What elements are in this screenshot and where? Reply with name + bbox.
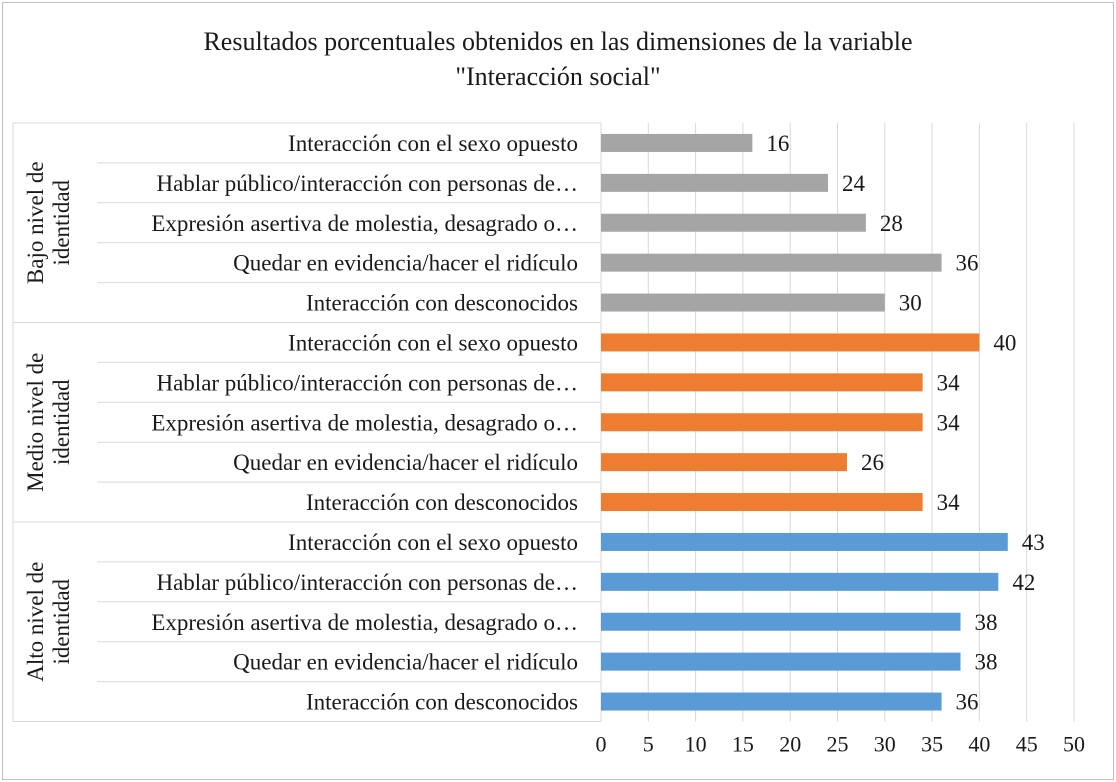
category-label: Expresión asertiva de molestia, desagrad…	[151, 410, 578, 435]
data-label: 34	[937, 370, 961, 395]
category-label: Interacción con el sexo opuesto	[288, 530, 578, 555]
data-label: 16	[766, 131, 789, 156]
bar	[601, 652, 961, 671]
bar	[601, 532, 1008, 551]
data-label: 42	[1012, 570, 1035, 595]
data-label: 43	[1022, 530, 1045, 555]
bar	[601, 453, 847, 472]
x-tick-label: 40	[968, 732, 990, 757]
category-label: Interacción con desconocidos	[306, 690, 578, 715]
group-label-line: identidad	[49, 578, 74, 664]
bar	[601, 333, 980, 352]
x-tick-label: 10	[685, 732, 707, 757]
x-tick-label: 30	[874, 732, 896, 757]
category-label: Quedar en evidencia/hacer el ridículo	[233, 650, 578, 675]
data-label: 28	[880, 211, 903, 236]
x-tick-label: 25	[827, 732, 849, 757]
x-tick-label: 5	[643, 732, 654, 757]
x-tick-label: 0	[596, 732, 607, 757]
bar	[601, 213, 866, 232]
data-label: 38	[974, 610, 997, 635]
group-label: Bajo nivel deidentidad	[23, 161, 74, 284]
bar	[601, 612, 961, 631]
category-label: Quedar en evidencia/hacer el ridículo	[233, 251, 578, 276]
category-label: Expresión asertiva de molestia, desagrad…	[151, 211, 578, 236]
bar	[601, 413, 923, 432]
x-tick-label: 20	[779, 732, 801, 757]
group-label: Alto nivel deidentidad	[23, 562, 74, 682]
group-label-line: identidad	[49, 379, 74, 465]
group-label-line: Alto nivel de	[23, 562, 48, 682]
category-label: Hablar público/interacción con personas …	[156, 171, 578, 196]
category-label: Interacción con el sexo opuesto	[288, 131, 578, 156]
category-axis-lines	[12, 122, 601, 722]
data-label: 38	[974, 650, 997, 675]
data-label: 24	[842, 171, 866, 196]
data-label: 34	[937, 410, 961, 435]
bars	[601, 133, 1008, 711]
x-tick-label: 50	[1063, 732, 1085, 757]
bar	[601, 692, 942, 711]
category-label: Hablar público/interacción con personas …	[156, 570, 578, 595]
bar	[601, 253, 942, 272]
bar	[601, 173, 829, 192]
group-label: Medio nivel deidentidad	[23, 353, 74, 492]
chart-title-line-2: "Interacción social"	[455, 62, 660, 91]
data-label: 26	[861, 450, 884, 475]
category-label: Quedar en evidencia/hacer el ridículo	[233, 450, 578, 475]
group-label-line: Medio nivel de	[23, 353, 48, 492]
bar	[601, 133, 753, 152]
category-label: Expresión asertiva de molestia, desagrad…	[151, 610, 578, 635]
bar	[601, 373, 923, 392]
data-label: 34	[937, 490, 961, 515]
group-label-line: Bajo nivel de	[23, 161, 48, 284]
x-tick-label: 45	[1016, 732, 1038, 757]
x-tick-label: 15	[732, 732, 754, 757]
category-label: Interacción con desconocidos	[306, 490, 578, 515]
data-label: 30	[899, 291, 922, 316]
data-label: 40	[993, 330, 1016, 355]
group-label-line: identidad	[49, 179, 74, 265]
bar	[601, 293, 885, 312]
bar-chart: Resultados porcentuales obtenidos en las…	[12, 27, 1085, 757]
data-label: 36	[956, 690, 979, 715]
category-label: Hablar público/interacción con personas …	[156, 370, 578, 395]
category-label: Interacción con el sexo opuesto	[288, 330, 578, 355]
bar	[601, 572, 999, 591]
category-label: Interacción con desconocidos	[306, 291, 578, 316]
x-tick-label: 35	[921, 732, 943, 757]
chart-title: Resultados porcentuales obtenidos en las…	[203, 27, 912, 56]
data-label: 36	[956, 251, 979, 276]
bar	[601, 493, 923, 512]
